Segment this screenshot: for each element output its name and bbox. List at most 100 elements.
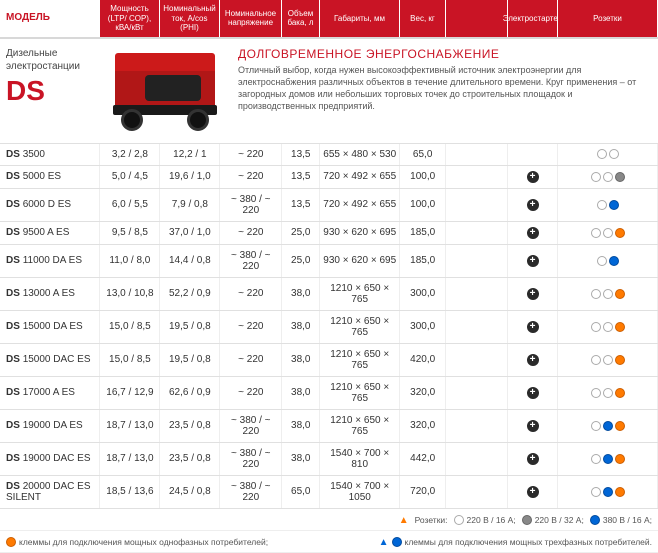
header-tank: Объем бака, л	[282, 0, 320, 37]
cell-current: 24,5 / 0,8	[160, 475, 220, 508]
cell-starter: +	[508, 409, 558, 442]
cell-model: DS 13000 A ES	[0, 277, 100, 310]
cell-voltage: ~ 380 / ~ 220	[220, 442, 282, 475]
cell-starter: +	[508, 442, 558, 475]
cell-weight: 65,0	[400, 144, 446, 166]
cell-current: 12,2 / 1	[160, 144, 220, 166]
cell-sockets	[558, 376, 658, 409]
header-starter: Электростартер	[508, 0, 558, 37]
cell-sockets	[558, 221, 658, 244]
cell-model: DS 15000 DAC ES	[0, 343, 100, 376]
arrow-icon: ▲	[379, 537, 389, 548]
cell-sockets	[558, 165, 658, 188]
cell-blank	[446, 165, 508, 188]
cell-weight: 100,0	[400, 188, 446, 221]
cell-power: 11,0 / 8,0	[100, 244, 160, 277]
cell-starter	[508, 144, 558, 166]
cell-current: 52,2 / 0,9	[160, 277, 220, 310]
legend-380-16: 380 В / 16 А;	[603, 515, 652, 525]
legend-three-phase: клеммы для подключения мощных трехфазных…	[405, 537, 652, 547]
cell-weight: 300,0	[400, 277, 446, 310]
cell-weight: 442,0	[400, 442, 446, 475]
cell-starter: +	[508, 221, 558, 244]
generator-illustration	[105, 47, 225, 137]
cell-model: DS 17000 A ES	[0, 376, 100, 409]
table-row: DS 11000 DA ES11,0 / 8,014,4 / 0,8~ 380 …	[0, 244, 658, 277]
intro-left: Дизельные электростанции DS	[6, 47, 100, 137]
table-row: DS 19000 DA ES18,7 / 13,023,5 / 0,8~ 380…	[0, 409, 658, 442]
cell-current: 19,6 / 1,0	[160, 165, 220, 188]
cell-model: DS 11000 DA ES	[0, 244, 100, 277]
intro-body: Отличный выбор, когда нужен высокоэффект…	[238, 64, 652, 113]
cell-power: 16,7 / 12,9	[100, 376, 160, 409]
table-row: DS 17000 A ES16,7 / 12,962,6 / 0,9~ 2203…	[0, 376, 658, 409]
cell-blank	[446, 244, 508, 277]
cell-dims: 720 × 492 × 655	[320, 188, 400, 221]
table-row: DS 15000 DA ES15,0 / 8,519,5 / 0,8~ 2203…	[0, 310, 658, 343]
intro-title: ДОЛГОВРЕМЕННОЕ ЭНЕРГОСНАБЖЕНИЕ	[238, 47, 652, 61]
cell-blank	[446, 310, 508, 343]
cell-sockets	[558, 310, 658, 343]
cell-model: DS 15000 DA ES	[0, 310, 100, 343]
cell-dims: 1540 × 700 × 1050	[320, 475, 400, 508]
header-current: Номинальный ток, А/cos (PHI)	[160, 0, 220, 37]
cell-voltage: ~ 220	[220, 343, 282, 376]
cell-voltage: ~ 380 / ~ 220	[220, 475, 282, 508]
cell-voltage: ~ 220	[220, 277, 282, 310]
cell-power: 15,0 / 8,5	[100, 310, 160, 343]
header-voltage: Номинальное напряжение	[220, 0, 282, 37]
cell-sockets	[558, 188, 658, 221]
cell-dims: 720 × 492 × 655	[320, 165, 400, 188]
header-power: Мощность (LTP/ COP), кВА/кВт	[100, 0, 160, 37]
cell-dims: 655 × 480 × 530	[320, 144, 400, 166]
cell-power: 18,7 / 13,0	[100, 409, 160, 442]
cell-blank	[446, 144, 508, 166]
intro-block: Дизельные электростанции DS ДОЛГОВРЕМЕНН…	[0, 39, 658, 144]
cell-current: 7,9 / 0,8	[160, 188, 220, 221]
cell-starter: +	[508, 343, 558, 376]
cell-voltage: ~ 220	[220, 144, 282, 166]
cell-starter: +	[508, 310, 558, 343]
cell-weight: 100,0	[400, 165, 446, 188]
cell-weight: 320,0	[400, 376, 446, 409]
cell-blank	[446, 376, 508, 409]
cell-model: DS 6000 D ES	[0, 188, 100, 221]
cell-sockets	[558, 343, 658, 376]
table-row: DS 20000 DAC ES SILENT18,5 / 13,624,5 / …	[0, 475, 658, 508]
cell-blank	[446, 475, 508, 508]
product-image	[100, 47, 230, 137]
cell-voltage: ~ 220	[220, 376, 282, 409]
cell-sockets	[558, 475, 658, 508]
cell-starter: +	[508, 277, 558, 310]
legend-single-phase: клеммы для подключения мощных однофазных…	[19, 537, 268, 547]
legend-sockets-title: Розетки:	[415, 515, 448, 525]
cell-current: 37,0 / 1,0	[160, 221, 220, 244]
intro-brand: DS	[6, 75, 100, 107]
cell-dims: 930 × 620 × 695	[320, 244, 400, 277]
table-row: DS 19000 DAC ES18,7 / 13,023,5 / 0,8~ 38…	[0, 442, 658, 475]
cell-blank	[446, 188, 508, 221]
cell-model: DS 9500 A ES	[0, 221, 100, 244]
cell-blank	[446, 343, 508, 376]
cell-sockets	[558, 144, 658, 166]
table-header: МОДЕЛЬ Мощность (LTP/ COP), кВА/кВт Номи…	[0, 0, 658, 39]
cell-voltage: ~ 380 / ~ 220	[220, 244, 282, 277]
spec-table: DS 35003,2 / 2,812,2 / 1~ 22013,5655 × 4…	[0, 144, 658, 509]
cell-model: DS 19000 DAC ES	[0, 442, 100, 475]
table-row: DS 35003,2 / 2,812,2 / 1~ 22013,5655 × 4…	[0, 144, 658, 166]
cell-tank: 13,5	[282, 165, 320, 188]
cell-tank: 38,0	[282, 343, 320, 376]
cell-sockets	[558, 409, 658, 442]
cell-power: 5,0 / 4,5	[100, 165, 160, 188]
cell-tank: 38,0	[282, 442, 320, 475]
cell-power: 18,5 / 13,6	[100, 475, 160, 508]
arrow-icon: ▲	[399, 515, 409, 526]
cell-current: 19,5 / 0,8	[160, 310, 220, 343]
cell-voltage: ~ 220	[220, 165, 282, 188]
cell-dims: 1210 × 650 × 765	[320, 343, 400, 376]
intro-text: ДОЛГОВРЕМЕННОЕ ЭНЕРГОСНАБЖЕНИЕ Отличный …	[230, 47, 652, 137]
header-sockets: Розетки	[558, 0, 658, 37]
cell-model: DS 3500	[0, 144, 100, 166]
cell-tank: 38,0	[282, 310, 320, 343]
cell-sockets	[558, 442, 658, 475]
